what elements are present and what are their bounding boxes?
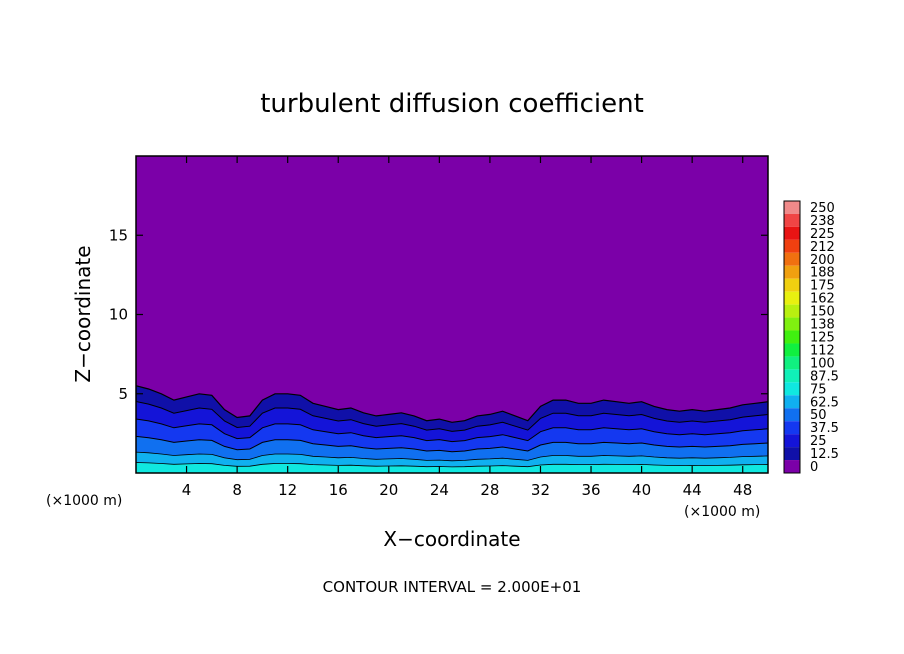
colorbar-swatch: [784, 408, 800, 422]
x-tick-label: 36: [581, 481, 600, 499]
colorbar-label: 50: [810, 408, 827, 423]
y-tick-label: 5: [118, 385, 128, 403]
colorbar-swatch: [784, 447, 800, 461]
y-axis-label: Z−coordinate: [71, 245, 95, 382]
x-axis-unit-left: (×1000 m): [46, 493, 122, 509]
colorbar-label: 162: [810, 292, 835, 307]
x-tick-label: 4: [182, 481, 192, 499]
layer-band-75: [136, 462, 768, 473]
colorbar-swatch: [784, 239, 800, 253]
colorbar-label: 112: [810, 343, 835, 358]
colorbar-label: 25: [810, 434, 827, 449]
colorbar-swatch: [784, 213, 800, 227]
colorbar-swatch: [784, 291, 800, 305]
colorbar-label: 62.5: [810, 395, 839, 410]
colorbar-swatch: [784, 421, 800, 435]
colorbar-label: 200: [810, 253, 835, 268]
colorbar-swatch: [784, 382, 800, 396]
x-tick-label: 16: [329, 481, 348, 499]
colorbar-label: 0: [810, 460, 818, 475]
colorbar-label: 100: [810, 356, 835, 371]
turbulence-field: [136, 385, 768, 473]
x-tick-label: 12: [278, 481, 297, 499]
colorbar-label: 138: [810, 318, 835, 333]
colorbar-swatch: [784, 330, 800, 344]
colorbar-swatch: [784, 317, 800, 331]
colorbar-swatch: [784, 369, 800, 383]
colorbar-swatch: [784, 304, 800, 318]
colorbar-label: 225: [810, 227, 835, 242]
colorbar-swatch: [784, 265, 800, 279]
colorbar-swatch: [784, 201, 800, 214]
x-axis-label: X−coordinate: [383, 527, 520, 551]
colorbar-label: 188: [810, 266, 835, 281]
colorbar-label: 125: [810, 331, 835, 346]
colorbar-label: 238: [810, 214, 835, 229]
colorbar-swatch: [784, 356, 800, 370]
colorbar-label: 37.5: [810, 421, 839, 436]
y-tick-label: 15: [109, 226, 128, 244]
colorbar-label: 12.5: [810, 447, 839, 462]
x-tick-label: 32: [531, 481, 550, 499]
x-tick-label: 48: [733, 481, 752, 499]
y-tick-label: 10: [109, 306, 128, 324]
colorbar: 2502382252122001881751621501381251121008…: [783, 200, 839, 475]
colorbar-label: 250: [810, 201, 835, 216]
x-tick-label: 24: [430, 481, 449, 499]
y-axis-ticks: 5 10 15: [109, 226, 768, 403]
x-tick-label: 28: [480, 481, 499, 499]
colorbar-swatch: [784, 278, 800, 292]
colorbar-label: 150: [810, 305, 835, 320]
x-tick-label: 8: [232, 481, 242, 499]
colorbar-swatch: [784, 226, 800, 240]
colorbar-label: 212: [810, 240, 835, 255]
x-tick-label: 40: [632, 481, 651, 499]
contour-interval-note: CONTOUR INTERVAL = 2.000E+01: [323, 578, 582, 596]
x-tick-label: 44: [683, 481, 702, 499]
colorbar-swatch: [784, 434, 800, 448]
colorbar-frame: [783, 200, 801, 474]
colorbar-swatch: [784, 395, 800, 409]
colorbar-label: 87.5: [810, 369, 839, 384]
colorbar-label: 75: [810, 382, 827, 397]
x-tick-label: 20: [379, 481, 398, 499]
x-axis-ticks: 4 8 12 16 20 24 28 32 36 40 44 48: [182, 156, 752, 499]
colorbar-swatch: [784, 460, 800, 473]
chart-title: turbulent diffusion coefficient: [260, 89, 644, 119]
colorbar-swatch: [784, 252, 800, 266]
colorbar-label: 175: [810, 279, 835, 294]
colorbar-swatch: [784, 343, 800, 357]
x-axis-unit-right: (×1000 m): [684, 504, 760, 520]
